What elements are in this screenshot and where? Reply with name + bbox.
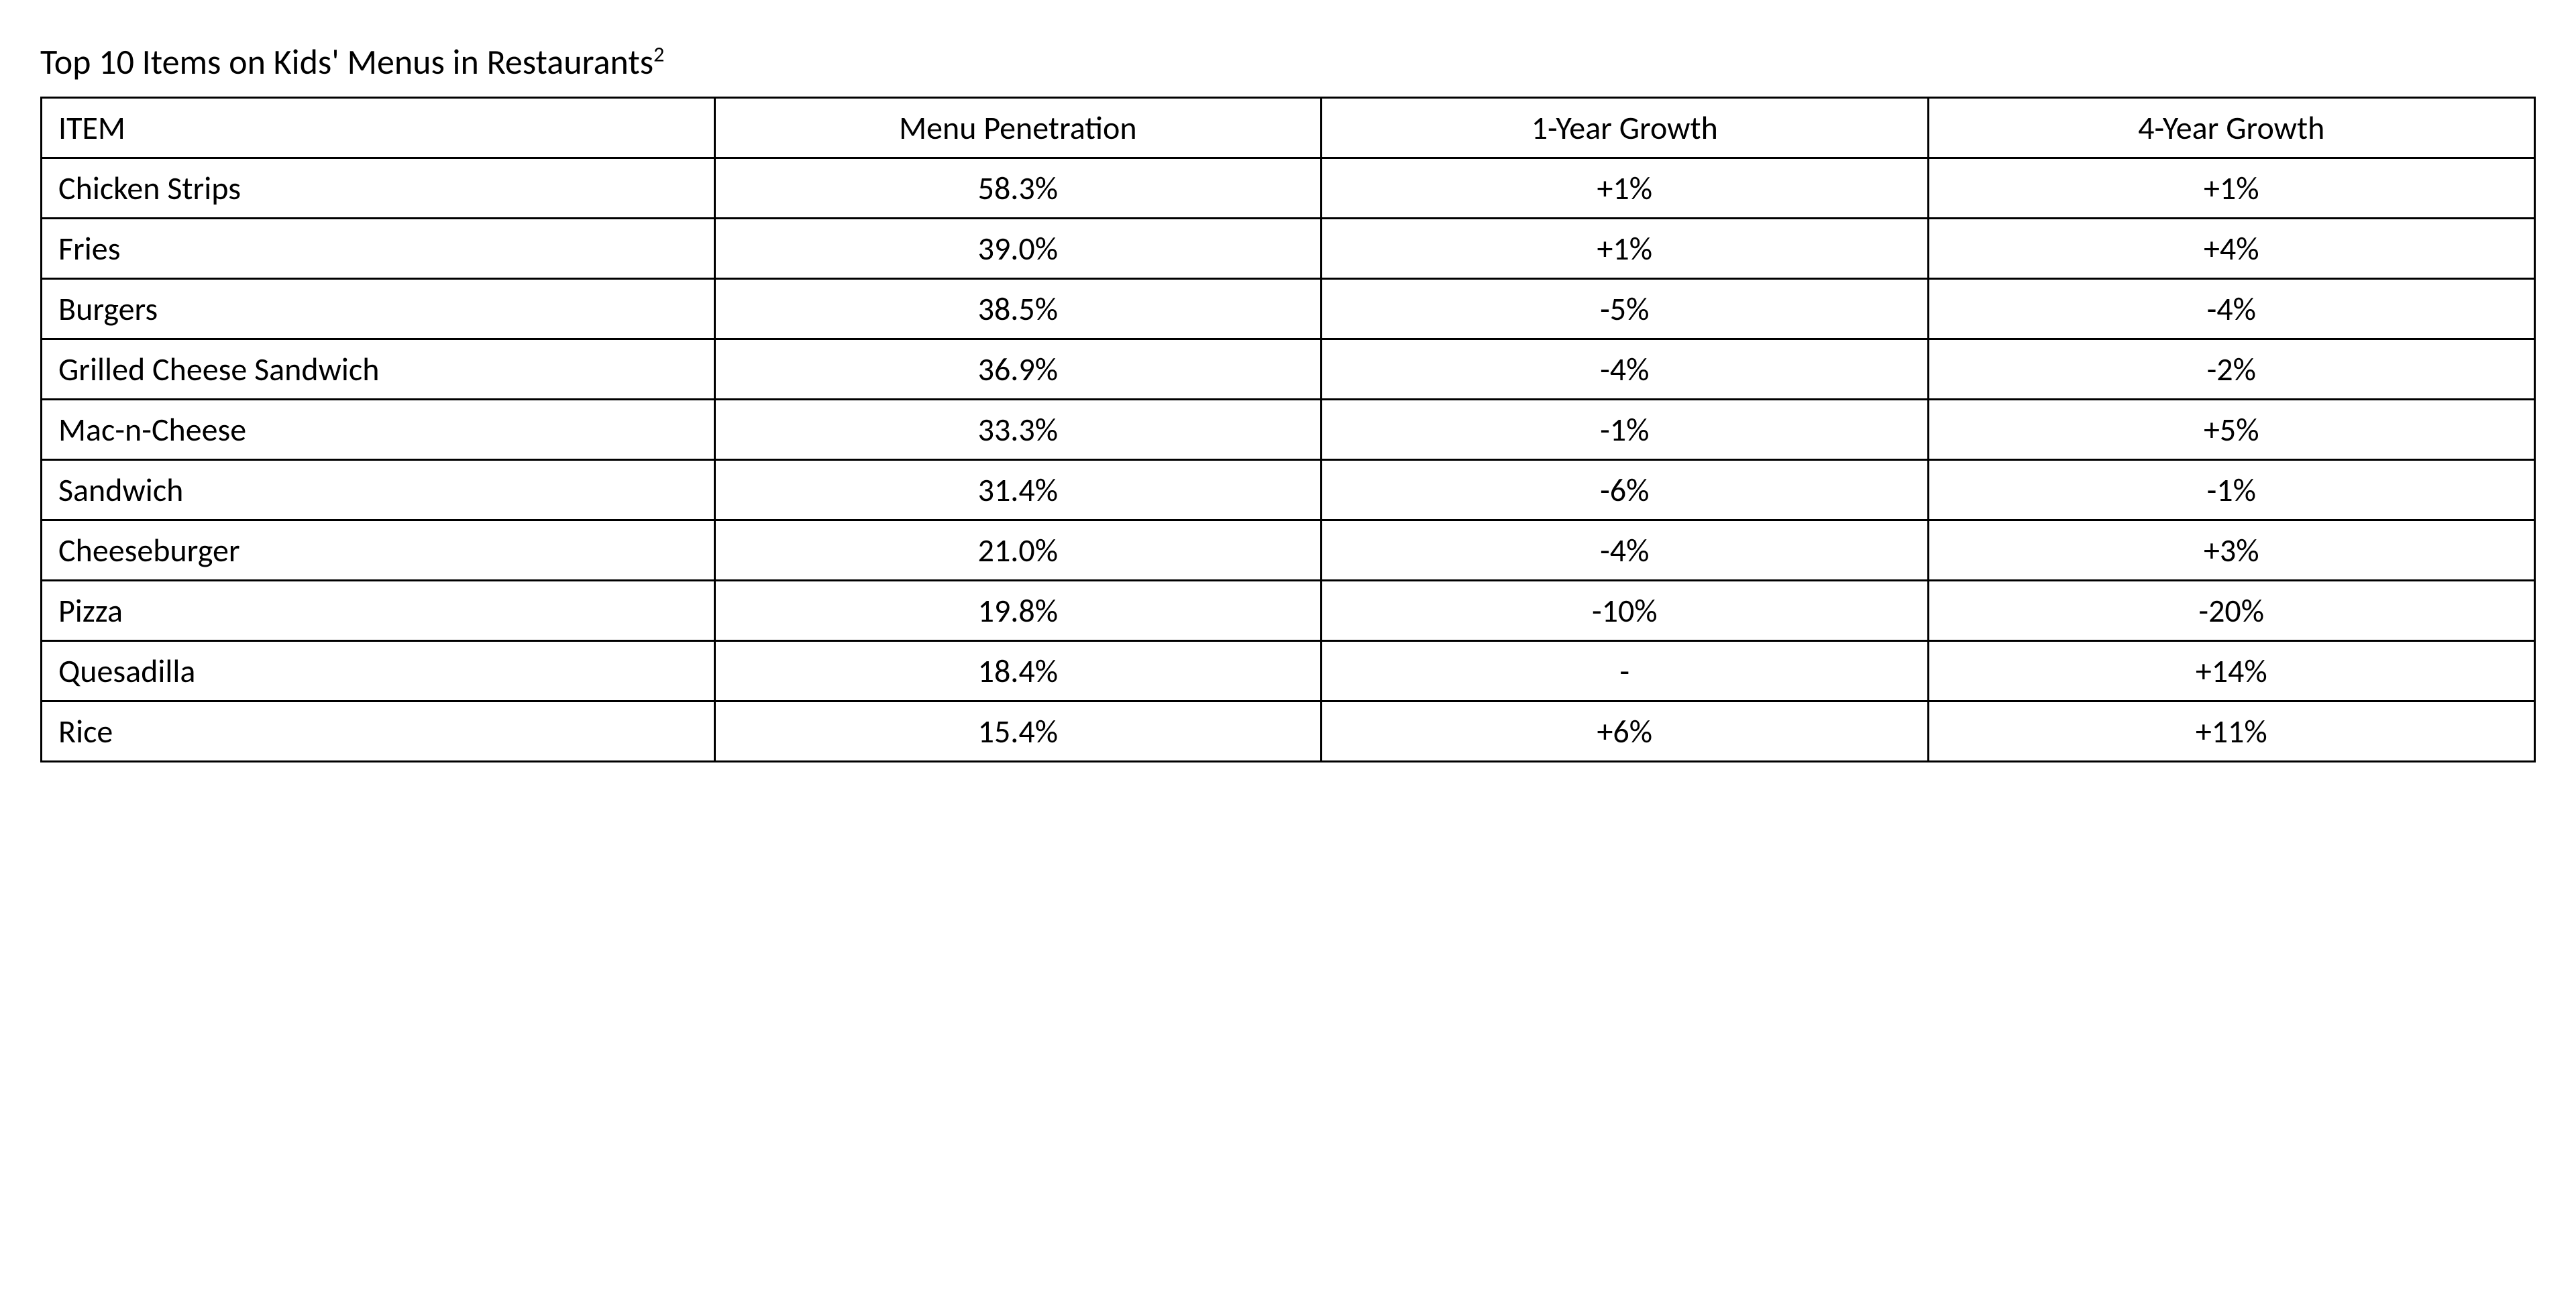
- kids-menu-table: ITEM Menu Penetration 1-Year Growth 4-Ye…: [40, 97, 2536, 762]
- cell-growth1: -4%: [1322, 339, 1928, 400]
- cell-item: Rice: [42, 701, 715, 762]
- table-body: Chicken Strips 58.3% +1% +1% Fries 39.0%…: [42, 158, 2535, 762]
- cell-growth4: +14%: [1928, 641, 2535, 701]
- cell-growth4: +3%: [1928, 520, 2535, 581]
- cell-growth1: -10%: [1322, 581, 1928, 641]
- cell-growth1: -: [1322, 641, 1928, 701]
- title-text: Top 10 Items on Kids' Menus in Restauran…: [40, 40, 653, 83]
- cell-item: Chicken Strips: [42, 158, 715, 219]
- cell-item: Mac-n-Cheese: [42, 400, 715, 460]
- table-row: Grilled Cheese Sandwich 36.9% -4% -2%: [42, 339, 2535, 400]
- cell-penetration: 18.4%: [714, 641, 1321, 701]
- cell-growth1: -1%: [1322, 400, 1928, 460]
- cell-penetration: 15.4%: [714, 701, 1321, 762]
- cell-item: Sandwich: [42, 460, 715, 520]
- cell-item: Quesadilla: [42, 641, 715, 701]
- table-row: Chicken Strips 58.3% +1% +1%: [42, 158, 2535, 219]
- cell-growth4: -1%: [1928, 460, 2535, 520]
- table-row: Burgers 38.5% -5% -4%: [42, 279, 2535, 339]
- cell-growth4: -4%: [1928, 279, 2535, 339]
- cell-penetration: 19.8%: [714, 581, 1321, 641]
- cell-growth4: -20%: [1928, 581, 2535, 641]
- col-header-growth4: 4-Year Growth: [1928, 98, 2535, 158]
- cell-growth4: -2%: [1928, 339, 2535, 400]
- table-header-row: ITEM Menu Penetration 1-Year Growth 4-Ye…: [42, 98, 2535, 158]
- cell-penetration: 39.0%: [714, 219, 1321, 279]
- cell-growth1: -5%: [1322, 279, 1928, 339]
- cell-growth1: +1%: [1322, 158, 1928, 219]
- col-header-penetration: Menu Penetration: [714, 98, 1321, 158]
- table-title: Top 10 Items on Kids' Menus in Restauran…: [40, 40, 2536, 83]
- table-row: Mac-n-Cheese 33.3% -1% +5%: [42, 400, 2535, 460]
- cell-penetration: 58.3%: [714, 158, 1321, 219]
- cell-growth1: -6%: [1322, 460, 1928, 520]
- cell-growth1: -4%: [1322, 520, 1928, 581]
- cell-growth4: +5%: [1928, 400, 2535, 460]
- table-row: Cheeseburger 21.0% -4% +3%: [42, 520, 2535, 581]
- cell-penetration: 36.9%: [714, 339, 1321, 400]
- table-row: Sandwich 31.4% -6% -1%: [42, 460, 2535, 520]
- table-row: Pizza 19.8% -10% -20%: [42, 581, 2535, 641]
- cell-growth4: +4%: [1928, 219, 2535, 279]
- cell-penetration: 38.5%: [714, 279, 1321, 339]
- table-row: Quesadilla 18.4% - +14%: [42, 641, 2535, 701]
- cell-growth1: +1%: [1322, 219, 1928, 279]
- cell-growth4: +11%: [1928, 701, 2535, 762]
- table-row: Rice 15.4% +6% +11%: [42, 701, 2535, 762]
- cell-item: Pizza: [42, 581, 715, 641]
- cell-item: Cheeseburger: [42, 520, 715, 581]
- col-header-item: ITEM: [42, 98, 715, 158]
- cell-item: Grilled Cheese Sandwich: [42, 339, 715, 400]
- cell-item: Fries: [42, 219, 715, 279]
- table-row: Fries 39.0% +1% +4%: [42, 219, 2535, 279]
- cell-item: Burgers: [42, 279, 715, 339]
- cell-growth1: +6%: [1322, 701, 1928, 762]
- cell-penetration: 33.3%: [714, 400, 1321, 460]
- cell-penetration: 31.4%: [714, 460, 1321, 520]
- title-superscript: 2: [653, 42, 664, 68]
- col-header-growth1: 1-Year Growth: [1322, 98, 1928, 158]
- cell-growth4: +1%: [1928, 158, 2535, 219]
- cell-penetration: 21.0%: [714, 520, 1321, 581]
